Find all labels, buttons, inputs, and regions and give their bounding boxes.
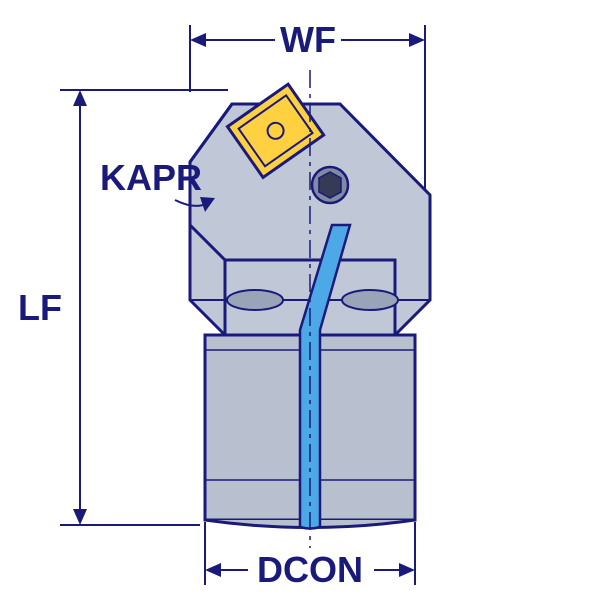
clamp-screw <box>312 167 348 203</box>
tool-holder-diagram: WF LF KAPR DCON <box>0 0 600 600</box>
dimension-dcon: DCON <box>205 522 415 590</box>
label-kapr: KAPR <box>100 157 202 198</box>
tool-body <box>190 70 430 560</box>
clamp-slot-left <box>227 290 283 310</box>
label-wf: WF <box>280 19 336 60</box>
label-dcon: DCON <box>257 549 363 590</box>
label-lf: LF <box>18 287 62 328</box>
clamp-slot-right <box>342 290 398 310</box>
